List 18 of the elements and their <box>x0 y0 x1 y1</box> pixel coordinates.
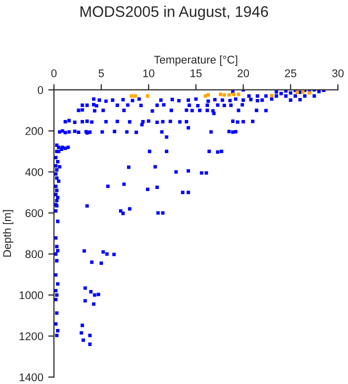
x-tick-label: 30 <box>332 69 344 78</box>
y-tick-label: 200 <box>26 127 44 136</box>
y-tick-label: 600 <box>26 209 44 218</box>
x-tick-label: 5 <box>98 69 104 78</box>
y-tick-label: 1200 <box>20 332 44 340</box>
x-tick-label: 10 <box>143 69 154 78</box>
y-tick-label: 1000 <box>20 291 44 300</box>
x-tick-label: 0 <box>51 69 57 78</box>
chart-title: MODS2005 in August, 1946 <box>80 6 268 20</box>
x-tick-label: 15 <box>190 69 202 78</box>
y-axis-title: Depth [m] <box>2 210 14 257</box>
x-tick-label: 25 <box>284 69 296 78</box>
y-tick-label: 400 <box>25 168 44 176</box>
y-tick-label: 0 <box>38 86 44 94</box>
x-tick-label: 20 <box>238 69 249 78</box>
x-axis-title: Temperature [°C] <box>154 55 238 66</box>
y-tick-label: 1400 <box>20 373 44 382</box>
y-tick-label: 800 <box>25 250 44 258</box>
